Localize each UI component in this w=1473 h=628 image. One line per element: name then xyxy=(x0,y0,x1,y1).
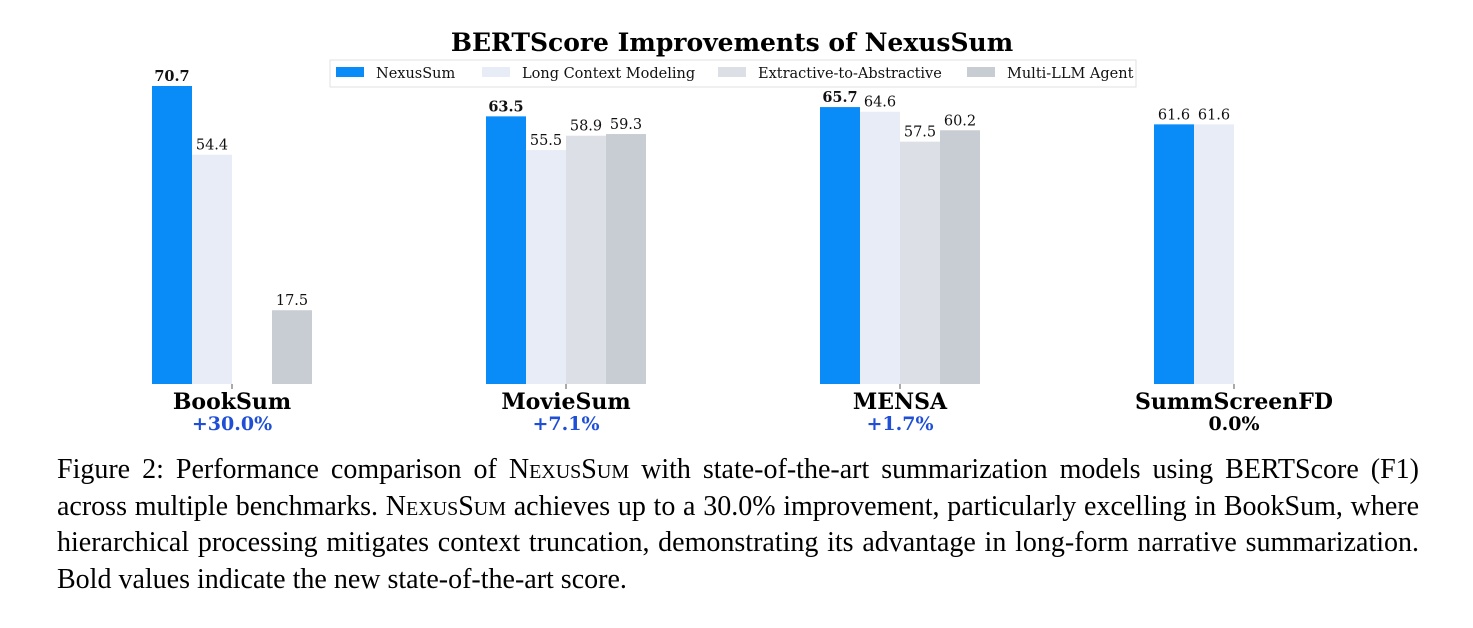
improvement-label: 0.0% xyxy=(1208,413,1259,435)
category-label: MENSA xyxy=(853,389,948,415)
value-label: 70.7 xyxy=(154,68,189,85)
improvement-label: +7.1% xyxy=(532,413,599,435)
value-label: 61.6 xyxy=(1158,107,1190,123)
value-label: 57.5 xyxy=(904,125,936,141)
bar xyxy=(860,111,900,384)
bar xyxy=(526,150,566,384)
bar xyxy=(940,130,980,384)
value-label: 55.5 xyxy=(530,133,562,149)
bar xyxy=(566,135,606,384)
bar-groups: 70.7 54.4 17.5 63.5 55.5 58.9 59.3 65.7 64.6 57.5… xyxy=(152,68,1234,385)
chart-title: BERTScore Improvements of NexusSum xyxy=(451,28,1013,57)
category-label: SummScreenFD xyxy=(1135,389,1333,415)
bar-group: 70.7 54.4 17.5 xyxy=(152,68,312,384)
value-label: 59.3 xyxy=(610,117,642,133)
bar xyxy=(192,154,232,384)
legend-swatch xyxy=(336,67,364,77)
bar xyxy=(606,134,646,384)
caption-part-2: with state-of-the-art summarization mode… xyxy=(57,454,1419,522)
legend-label: Multi-LLM Agent xyxy=(1007,66,1134,82)
bar xyxy=(1194,124,1234,384)
bar-group: 63.5 55.5 58.9 59.3 xyxy=(486,98,646,384)
bar-group: 61.6 61.6 xyxy=(1154,107,1234,384)
bar xyxy=(820,107,860,385)
legend-swatch xyxy=(482,67,510,77)
bar xyxy=(152,86,192,384)
caption-model-name-2: NexusSum xyxy=(385,490,506,522)
legend-label: NexusSum xyxy=(376,66,455,82)
figure-caption: Figure 2: Performance comparison of Nexu… xyxy=(57,452,1419,598)
category-labels: BookSum+30.0% MovieSum+7.1% MENSA+1.7% Summ… xyxy=(173,384,1333,435)
category-label: MovieSum xyxy=(501,389,630,415)
value-label: 60.2 xyxy=(944,113,976,129)
legend-label: Long Context Modeling xyxy=(522,66,695,82)
legend-swatch xyxy=(967,67,995,77)
value-label: 64.6 xyxy=(864,95,896,111)
caption-model-name: NexusSum xyxy=(508,454,630,485)
bertscore-chart: BERTScore Improvements of NexusSum Nexus… xyxy=(152,28,1333,435)
value-label: 61.6 xyxy=(1198,107,1230,123)
bar-group: 65.7 64.6 57.5 60.2 xyxy=(820,89,980,385)
chart-legend: NexusSum Long Context Modeling Extractive-… xyxy=(329,59,1137,88)
bar xyxy=(272,310,312,384)
caption-prefix: Figure 2: Performance comparison of xyxy=(57,454,509,485)
caption-part-3: achieves up to a 30.0% improvement, part… xyxy=(57,490,1419,595)
category-label: BookSum xyxy=(173,389,291,415)
legend-label: Extractive-to-Abstractive xyxy=(758,66,942,82)
value-label: 54.4 xyxy=(196,138,228,154)
bar xyxy=(1154,124,1194,384)
legend-swatch xyxy=(718,67,746,77)
improvement-label: +30.0% xyxy=(192,413,272,435)
improvement-label: +1.7% xyxy=(866,413,933,435)
value-label: 65.7 xyxy=(822,89,857,106)
value-label: 58.9 xyxy=(570,119,602,135)
value-label: 17.5 xyxy=(276,293,308,309)
bar xyxy=(486,116,526,384)
bar xyxy=(900,141,940,384)
value-label: 63.5 xyxy=(488,98,523,115)
